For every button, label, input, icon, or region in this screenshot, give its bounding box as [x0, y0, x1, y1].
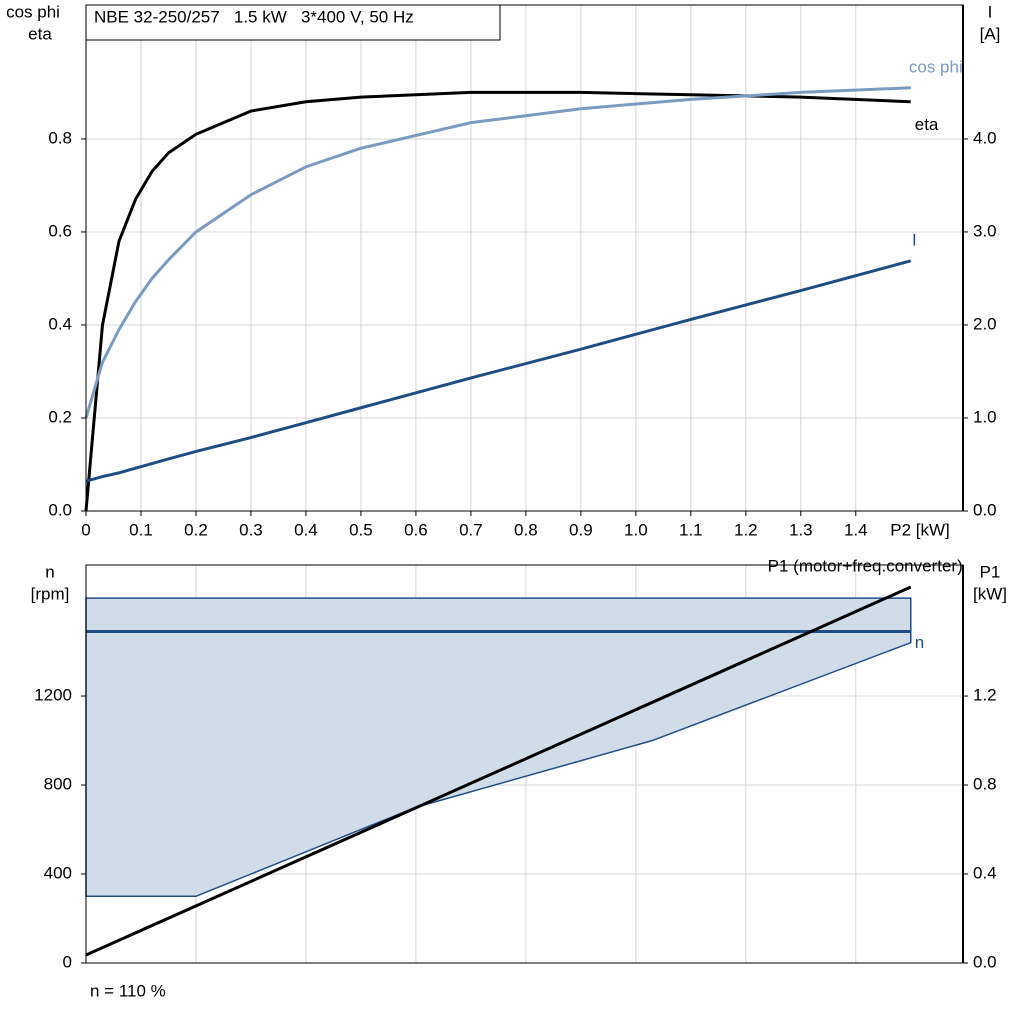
x-axis-label: P2 [kW]: [890, 520, 950, 539]
y2-tick-label: 0.4: [973, 863, 997, 882]
x-tick-label: 1.1: [679, 520, 703, 539]
x-tick-label: 0.2: [184, 520, 208, 539]
y-tick-label: 0.4: [48, 314, 72, 333]
x-tick-label: 0.1: [129, 520, 153, 539]
y2-tick-label: 4.0: [973, 128, 997, 147]
y2-axis-label: [A]: [980, 24, 1001, 43]
x-tick-label: 0.4: [294, 520, 318, 539]
footnote: n = 110 %: [90, 981, 166, 1000]
y-tick-label: 400: [44, 863, 72, 882]
y2-tick-label: 3.0: [973, 221, 997, 240]
y2-tick-label: 2.0: [973, 314, 997, 333]
x-tick-label: 0: [81, 520, 90, 539]
y-axis-label: n: [45, 562, 54, 581]
x-tick-label: 0.8: [514, 520, 538, 539]
x-tick-label: 0.3: [239, 520, 263, 539]
y-tick-label: 0.8: [48, 128, 72, 147]
operating-range: [85, 597, 912, 898]
y-tick-label: 0.0: [48, 500, 72, 519]
x-tick-label: 1.2: [734, 520, 758, 539]
series-label: cos phi: [909, 57, 963, 76]
x-tick-label: 0.5: [349, 520, 373, 539]
series-label: P1 (motor+freq.converter): [768, 557, 963, 576]
chart-title: NBE 32-250/257 1.5 kW 3*400 V, 50 Hz: [94, 7, 414, 26]
y-tick-label: 1200: [34, 686, 72, 705]
series-label: n: [915, 633, 924, 652]
x-tick-label: 0.9: [569, 520, 593, 539]
y-axis-label: [rpm]: [31, 584, 70, 603]
x-tick-label: 1.4: [844, 520, 868, 539]
y-tick-label: 0: [63, 952, 72, 971]
y2-axis-label: [kW]: [973, 584, 1007, 603]
y-tick-label: 0.2: [48, 407, 72, 426]
y2-tick-label: 0.0: [973, 500, 997, 519]
series-line: [85, 585, 912, 957]
y-tick-label: 800: [44, 775, 72, 794]
series-line: [85, 259, 912, 483]
y2-axis-label: P1: [980, 562, 1001, 581]
series-line: [84, 86, 911, 419]
x-tick-label: 1.3: [789, 520, 813, 539]
x-tick-label: 0.6: [404, 520, 428, 539]
title-box: [85, 4, 501, 41]
x-tick-label: 1.0: [624, 520, 648, 539]
y2-axis-label: I: [988, 2, 993, 21]
series-line: [84, 90, 911, 512]
series-label: eta: [915, 115, 939, 134]
y2-tick-label: 0.8: [973, 775, 997, 794]
x-tick-label: 0.7: [459, 520, 483, 539]
y2-tick-label: 1.0: [973, 407, 997, 426]
series-label: I: [912, 230, 917, 249]
y-axis-label: cos phi: [6, 2, 60, 21]
y-tick-label: 0.6: [48, 221, 72, 240]
y-axis-label: eta: [28, 24, 52, 43]
y2-tick-label: 0.0: [973, 952, 997, 971]
y2-tick-label: 1.2: [973, 686, 997, 705]
